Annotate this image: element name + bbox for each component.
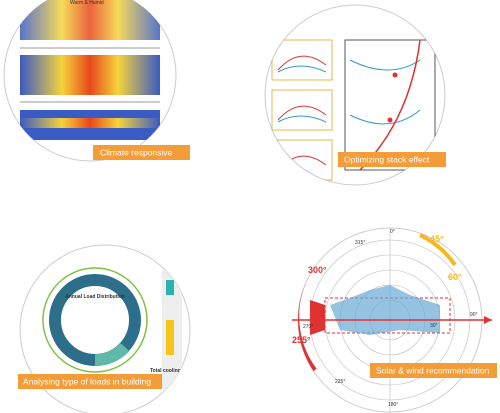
tile-label: Climate responsive xyxy=(100,147,173,157)
deg-label: 0° xyxy=(390,229,395,235)
label-box xyxy=(370,363,497,378)
tile-label: Solar & wind recommendation xyxy=(376,365,490,375)
deg-label: 315° xyxy=(355,240,365,246)
label-box xyxy=(93,145,190,160)
tiny-text: Total cooling lo xyxy=(150,368,187,374)
deg-label: 90° xyxy=(470,312,478,318)
label-box xyxy=(338,152,446,167)
tile-climate: Warm & Humid Climate responsive xyxy=(3,0,190,162)
deg-label: 270° xyxy=(303,324,313,330)
deg-label: 60° xyxy=(448,272,462,282)
tile-stack: Optimizing stack effect xyxy=(264,4,446,186)
deg-label: 300° xyxy=(308,265,327,275)
deg-label: 45° xyxy=(430,234,444,244)
tiny-text: Warm & Humid xyxy=(70,0,104,6)
label-box xyxy=(18,374,162,389)
tile-label: Analysing type of loads in building xyxy=(23,376,151,386)
tile-wind: 0° 315° 300° 270° 255° 225° 180° 90° 60°… xyxy=(292,227,497,413)
deg-label: 180° xyxy=(388,402,398,408)
tile-label: Optimizing stack effect xyxy=(344,154,430,164)
donut-title: Annual Load Distribution xyxy=(65,294,125,300)
deg-label: 30° xyxy=(430,323,438,329)
tile-loads: Annual Load Distribution Total cooling l… xyxy=(18,244,191,413)
deg-label: 255° xyxy=(292,335,311,345)
deg-label: 225° xyxy=(335,379,345,385)
